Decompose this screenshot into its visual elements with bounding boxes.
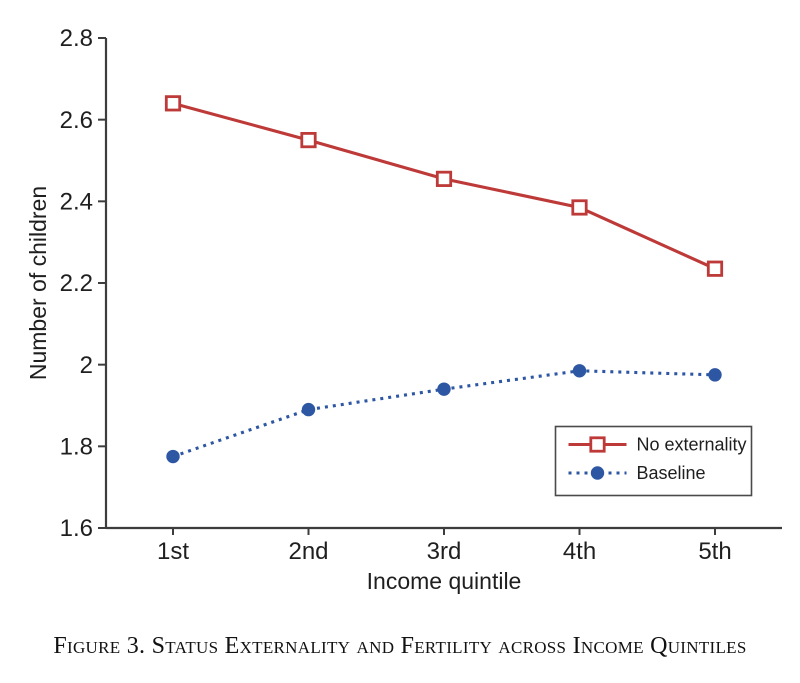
x-tick-label: 5th xyxy=(698,538,731,565)
y-tick-label: 1.6 xyxy=(60,515,93,542)
y-tick-label: 1.8 xyxy=(60,433,93,460)
legend-entry: No externality xyxy=(568,435,747,455)
data-point-marker xyxy=(572,364,587,378)
data-point-marker xyxy=(435,170,453,187)
x-tick-label: 1st xyxy=(157,538,189,565)
series-baseline xyxy=(166,364,722,464)
y-tick-label: 2.2 xyxy=(60,270,93,297)
data-point-marker xyxy=(301,402,316,417)
x-tick-label: 2nd xyxy=(288,538,328,565)
legend-label: Baseline xyxy=(637,463,706,483)
y-axis-title: Number of children xyxy=(25,186,51,380)
y-tick-label: 2.6 xyxy=(60,107,93,134)
legend-marker xyxy=(589,436,606,453)
data-point-marker xyxy=(708,368,722,382)
series-no-externality xyxy=(164,95,724,277)
y-tick-label: 2.8 xyxy=(60,25,93,52)
legend-box xyxy=(554,425,753,497)
x-tick-label: 4th xyxy=(563,538,596,565)
legend-marker xyxy=(590,466,605,480)
y-tick-label: 2.4 xyxy=(60,188,93,215)
legend-label: No externality xyxy=(637,435,747,455)
data-point-marker xyxy=(706,260,724,277)
chart-area: 1.6 1.8 2 2.2 2.4 2.6 2.8 1st 2nd 3rd 4th 5th Income… xyxy=(25,25,782,594)
x-axis-title: Income quintile xyxy=(367,568,522,594)
y-tick-label: 2 xyxy=(80,352,93,379)
data-point-marker xyxy=(166,449,180,464)
data-point-marker xyxy=(437,382,451,396)
data-point-marker xyxy=(571,199,588,216)
fertility-line-chart: 1.6 1.8 2 2.2 2.4 2.6 2.8 1st 2nd 3rd 4th 5th Income… xyxy=(25,25,782,594)
x-tick-label: 3rd xyxy=(427,538,462,565)
legend-entry: Baseline xyxy=(568,463,706,483)
data-point-marker xyxy=(164,95,182,112)
legend: No externality Baseline xyxy=(554,425,753,497)
figure-caption: Figure 3. Status Externality and Fertili… xyxy=(53,633,747,659)
data-point-marker xyxy=(300,131,317,149)
